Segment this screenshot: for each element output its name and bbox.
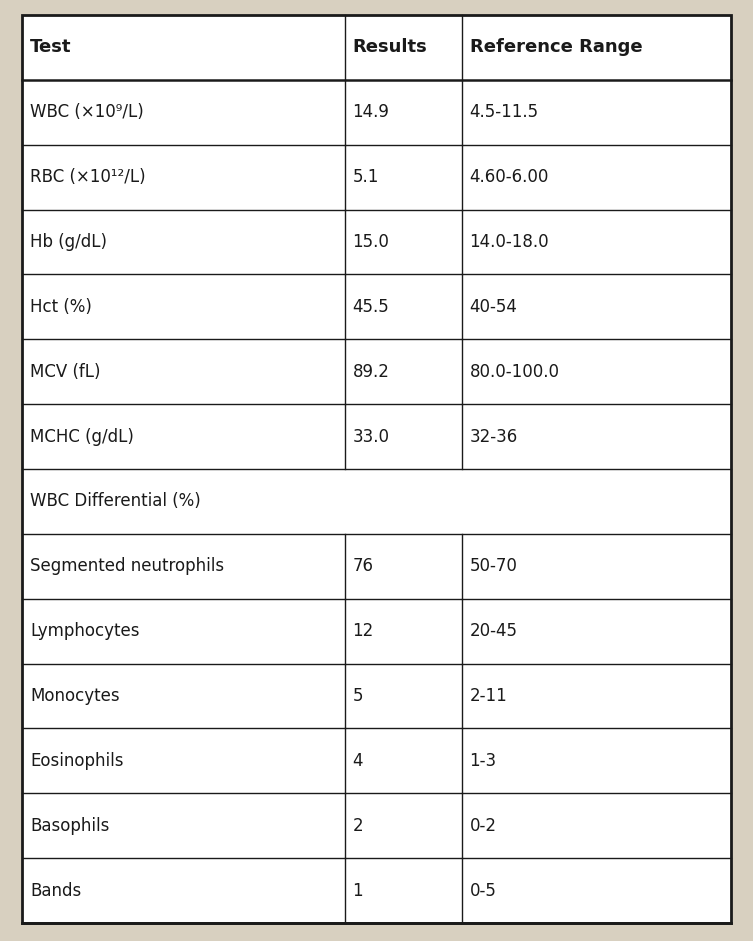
- Text: 2-11: 2-11: [470, 687, 508, 705]
- Text: 4.60-6.00: 4.60-6.00: [470, 168, 549, 186]
- Text: Lymphocytes: Lymphocytes: [30, 622, 139, 640]
- Text: 4.5-11.5: 4.5-11.5: [470, 104, 538, 121]
- Text: Eosinophils: Eosinophils: [30, 752, 123, 770]
- Text: Reference Range: Reference Range: [470, 39, 642, 56]
- Text: 32-36: 32-36: [470, 427, 518, 446]
- Text: Hct (%): Hct (%): [30, 298, 92, 316]
- Text: 33.0: 33.0: [352, 427, 389, 446]
- Text: Segmented neutrophils: Segmented neutrophils: [30, 557, 224, 575]
- Text: 1-3: 1-3: [470, 752, 497, 770]
- Text: WBC Differential (%): WBC Differential (%): [30, 492, 201, 510]
- Text: 20-45: 20-45: [470, 622, 517, 640]
- Text: 1: 1: [352, 882, 363, 900]
- Text: WBC (×10⁹/L): WBC (×10⁹/L): [30, 104, 144, 121]
- Text: 0-2: 0-2: [470, 817, 496, 835]
- Text: 50-70: 50-70: [470, 557, 517, 575]
- Text: 5: 5: [352, 687, 363, 705]
- Text: 45.5: 45.5: [352, 298, 389, 316]
- Text: 76: 76: [352, 557, 373, 575]
- Text: Basophils: Basophils: [30, 817, 109, 835]
- Text: 0-5: 0-5: [470, 882, 496, 900]
- Text: Hb (g/dL): Hb (g/dL): [30, 233, 107, 251]
- Text: Results: Results: [352, 39, 428, 56]
- Text: 15.0: 15.0: [352, 233, 389, 251]
- Text: RBC (×10¹²/L): RBC (×10¹²/L): [30, 168, 145, 186]
- Text: 4: 4: [352, 752, 363, 770]
- Text: 2: 2: [352, 817, 363, 835]
- Text: 40-54: 40-54: [470, 298, 517, 316]
- Text: 5.1: 5.1: [352, 168, 379, 186]
- Text: MCV (fL): MCV (fL): [30, 362, 100, 381]
- Text: 12: 12: [352, 622, 373, 640]
- Text: Monocytes: Monocytes: [30, 687, 120, 705]
- Text: Bands: Bands: [30, 882, 81, 900]
- Text: MCHC (g/dL): MCHC (g/dL): [30, 427, 134, 446]
- Text: 14.0-18.0: 14.0-18.0: [470, 233, 549, 251]
- Text: Test: Test: [30, 39, 72, 56]
- Text: 80.0-100.0: 80.0-100.0: [470, 362, 559, 381]
- Text: 14.9: 14.9: [352, 104, 389, 121]
- Text: 89.2: 89.2: [352, 362, 389, 381]
